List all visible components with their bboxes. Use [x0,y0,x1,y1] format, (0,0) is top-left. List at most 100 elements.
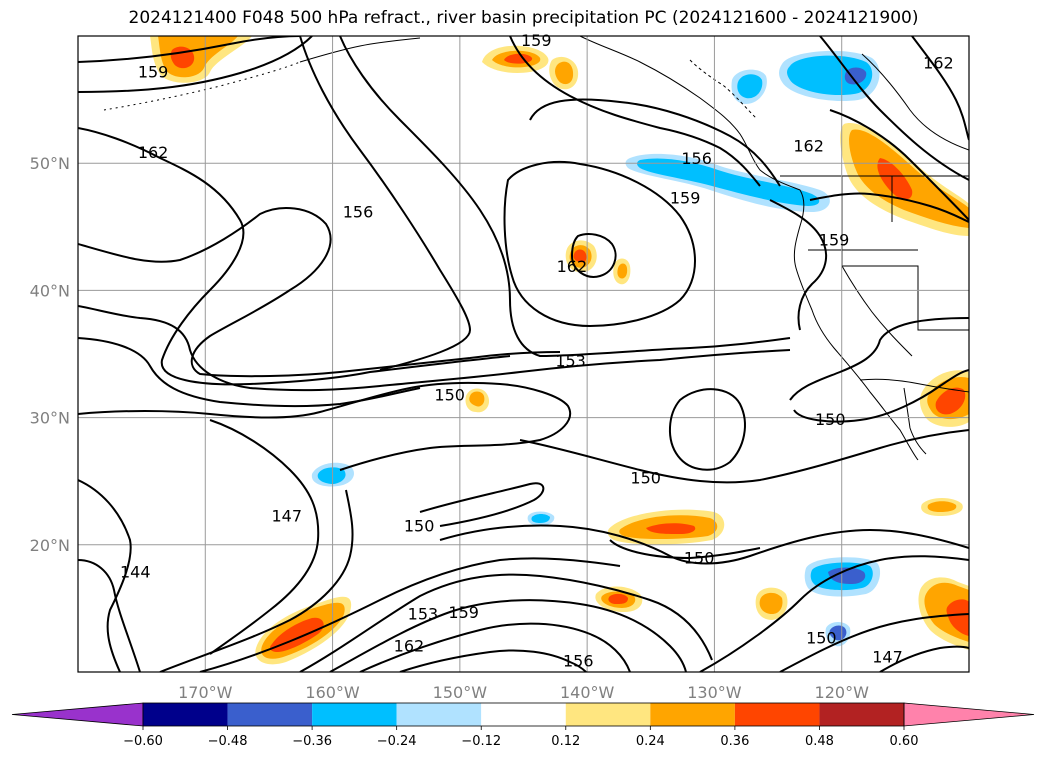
contour-line [78,559,141,672]
contour-line [209,419,320,655]
contour-label: 150 [434,386,465,405]
precip-contour--0.24 [737,74,763,99]
contour-label: 159 [521,31,552,50]
coastline [689,59,757,119]
contour-line [329,599,687,672]
precip-blob [465,388,490,413]
border-line [859,378,969,393]
colorbar-extend-max [903,702,1035,727]
contour-line [699,555,969,672]
coastline [903,387,927,455]
contour-label: 156 [343,203,374,222]
chart-title: 2024121400 F048 500 hPa refract., river … [128,8,919,28]
contour-labels: 159 162 156 159 156 159 162 162 162 159 153 150 150 1… [120,31,954,671]
precip-blob [549,56,579,90]
colorbar-segment [565,703,651,726]
contour-line [299,573,713,672]
contour-label: 162 [793,136,824,155]
precip-blob [607,509,725,545]
precip-contour--0.24 [317,467,346,484]
colorbar-segment [650,703,735,726]
map-frame [77,35,970,673]
contour-line [668,388,746,471]
y-tick-label: 30°N [30,409,70,428]
colorbar-tick-label: 0.12 [551,734,580,749]
contour-line [809,192,969,223]
x-axis: 170°W 160°W 150°W 140°W 130°W 120°W [178,683,869,702]
geopotential-contours [78,36,969,672]
border-line [841,265,913,357]
colorbar-tick-label: −0.36 [292,734,332,749]
contour-label: 150 [404,517,435,536]
contour-line [78,36,301,63]
colorbar-tick-label: 0.36 [720,734,749,749]
x-tick-label: 170°W [178,683,233,702]
coastline [299,37,421,63]
contour-line [78,479,132,672]
precip-blob [921,498,963,516]
contour-label: 162 [394,636,425,655]
colorbar-segment [312,703,397,726]
colorbar-tick-label: −0.60 [123,734,163,749]
x-tick-label: 150°W [433,683,488,702]
precip-contour--0.36 [828,567,866,584]
contour-label: 162 [138,143,169,162]
colorbar-segment [396,703,482,726]
contour-label: 150 [684,549,715,568]
contour-line [509,36,761,187]
precip-blob [779,50,880,102]
precip-contour-0.24 [759,592,783,614]
contour-label: 153 [408,604,439,623]
contour-label: 150 [806,629,837,648]
contour-label: 150 [630,468,661,487]
contour-line [503,160,696,328]
contour-line [911,36,969,141]
colorbar-extend-min [11,702,144,727]
precip-contour-0.36 [608,593,628,604]
colorbar-tick-label: 0.24 [636,734,665,749]
contour-line [789,317,969,401]
contour-label: 147 [271,507,302,526]
precip-contour--0.36 [844,67,867,85]
colorbar-segment [227,703,313,726]
coastline [861,53,969,151]
contour-line [529,98,781,187]
precip-contour-0.24 [927,501,957,512]
contour-line [769,199,828,331]
contour-label: 159 [448,603,479,622]
contour-line [199,557,621,672]
contour-line [78,305,791,392]
contour-line [419,482,545,527]
contour-line [299,36,472,371]
contour-line [793,369,969,423]
colorbar-tick-label: −0.48 [208,734,248,749]
contour-line [78,207,561,378]
precip-blob [731,69,767,104]
contour-label: 147 [872,648,903,667]
colorbar-segment [819,703,904,726]
contour-line [779,613,969,672]
precip-contour--0.24 [787,55,873,96]
contour-line [570,233,617,278]
precip-contour-0.36 [946,599,969,636]
contour-label: 153 [555,351,586,370]
contour-label: 159 [819,231,850,250]
y-tick-label: 40°N [30,281,70,300]
contour-label: 162 [557,257,588,276]
contour-line [609,539,761,560]
contour-line [879,645,969,672]
x-tick-label: 120°W [815,683,870,702]
x-tick-label: 140°W [560,683,615,702]
precip-contour-0.36 [935,387,966,415]
colorbar-frame [142,702,905,727]
contour-label: 159 [138,63,169,82]
colorbar-tick-label: −0.12 [461,734,501,749]
precip-blob [755,587,788,620]
contour-line [829,109,969,221]
x-tick-label: 160°W [305,683,360,702]
precip-contour-0.24 [849,129,969,228]
contour-line [439,524,969,565]
colorbar-segment [481,703,566,726]
colorbar: −0.60 −0.48 −0.36 −0.24 −0.12 0.12 0.24 0.36 0.4… [11,702,1035,749]
